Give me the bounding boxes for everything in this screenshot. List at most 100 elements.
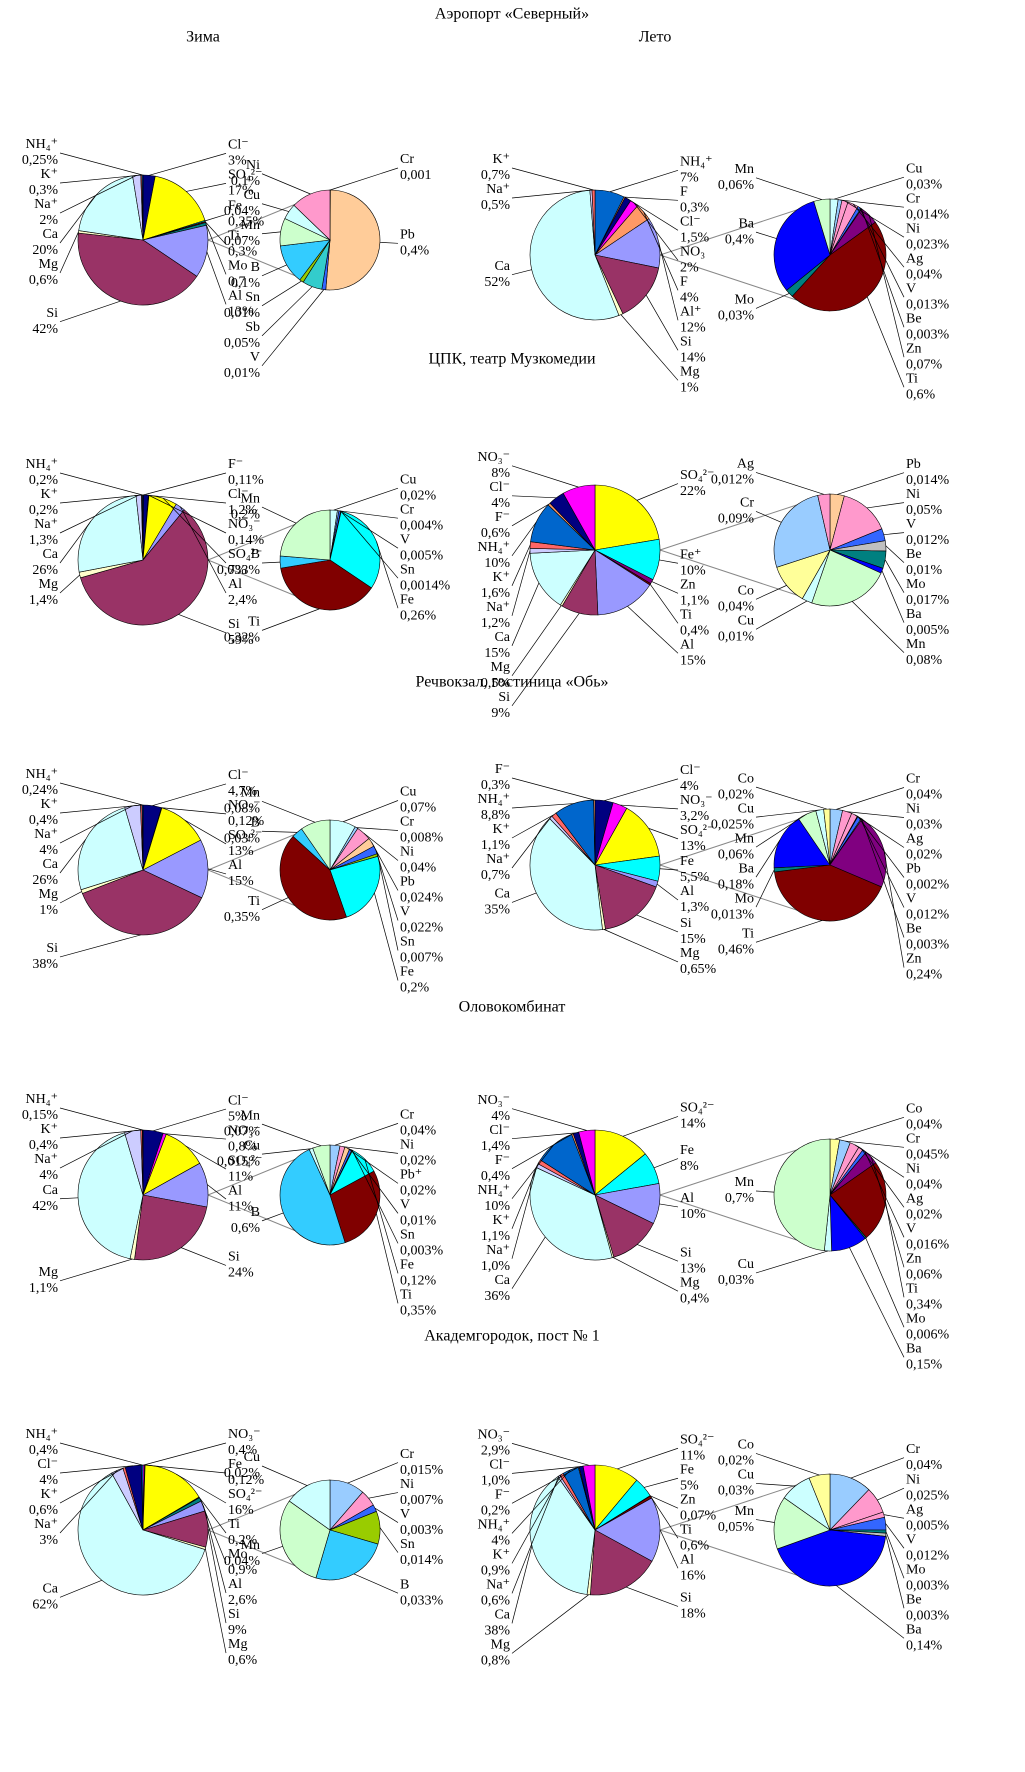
slice-value: 10% bbox=[680, 563, 706, 578]
slice-name: Mn bbox=[241, 1538, 260, 1553]
leader-line bbox=[378, 855, 398, 950]
slice-name: K⁺ bbox=[493, 152, 511, 167]
slice-value: 0,012% bbox=[711, 473, 755, 488]
leader-line bbox=[836, 788, 904, 810]
slice-value: 0,01% bbox=[400, 1214, 437, 1229]
leader-line bbox=[836, 1586, 904, 1639]
slice-name: Cu bbox=[244, 1450, 260, 1465]
slice-value: 15% bbox=[484, 646, 510, 661]
slice-value: 0,8% bbox=[481, 1654, 511, 1669]
leader-line bbox=[512, 551, 530, 616]
leader-line bbox=[837, 473, 904, 495]
slice-value: 0,001 bbox=[400, 168, 432, 183]
leader-line bbox=[756, 601, 807, 629]
slice-value: 14% bbox=[680, 351, 706, 366]
slice-name: Al bbox=[228, 577, 242, 592]
slice-value: 0,2% bbox=[481, 1504, 511, 1519]
leader-line bbox=[207, 252, 226, 305]
slice-value: 0,04% bbox=[906, 1458, 943, 1473]
slice-value: 0,003% bbox=[906, 327, 950, 342]
slice-value: 0,012% bbox=[906, 908, 950, 923]
leader-line bbox=[834, 177, 904, 199]
slice-name: F⁻ bbox=[495, 510, 510, 525]
slice-name: Cu bbox=[244, 188, 260, 203]
slice-value: 0,6% bbox=[231, 1221, 261, 1236]
slice-value: 0,025% bbox=[711, 817, 755, 832]
slice-name: Ba bbox=[738, 861, 754, 876]
leader-line bbox=[357, 828, 398, 831]
slice-name: Sn bbox=[400, 1537, 415, 1552]
slice-name: Cr bbox=[400, 502, 414, 517]
slice-value: 1,3% bbox=[680, 900, 710, 915]
slice-value: 0,1% bbox=[231, 174, 261, 189]
slice-value: 0,1% bbox=[231, 276, 261, 291]
slice-value: 0,012% bbox=[906, 1548, 950, 1563]
slice-name: Cl⁻ bbox=[680, 215, 701, 230]
slice-value: 1,3% bbox=[29, 533, 59, 548]
slice-name: Mo bbox=[228, 259, 247, 274]
leader-line bbox=[660, 869, 678, 870]
slice-value: 0,04% bbox=[906, 1178, 943, 1193]
slice-name: V bbox=[906, 1222, 916, 1237]
slice-name: Na⁺ bbox=[34, 517, 58, 532]
slice-name: Cr bbox=[400, 815, 414, 830]
slice-value: 1% bbox=[39, 903, 58, 918]
leader-line bbox=[756, 585, 787, 599]
slice-value: 1,5% bbox=[680, 231, 710, 246]
slice-name: F⁻ bbox=[495, 1488, 510, 1503]
slice-value: 0,008% bbox=[400, 831, 444, 846]
slice-value: 0,06% bbox=[906, 1268, 943, 1283]
slice-name: Cu bbox=[738, 801, 754, 816]
slice-value: 0,005% bbox=[400, 548, 444, 563]
slice-name: Fe bbox=[400, 965, 414, 980]
leader-line bbox=[756, 1483, 795, 1486]
slice-name: F bbox=[680, 275, 688, 290]
slice-value: 0,04% bbox=[906, 788, 943, 803]
slice-name: NH₄⁺ bbox=[478, 540, 511, 555]
leader-line bbox=[262, 1466, 307, 1486]
leader-line bbox=[374, 893, 398, 980]
slice-value: 26% bbox=[32, 873, 58, 888]
leader-line bbox=[884, 850, 904, 968]
leader-line bbox=[60, 935, 141, 957]
slice-value: 0,03% bbox=[906, 818, 943, 833]
slice-value: 0,3% bbox=[680, 201, 710, 216]
slice-name: Ba bbox=[738, 216, 754, 231]
slice-name: B bbox=[251, 815, 260, 830]
leader-line bbox=[756, 787, 827, 809]
leader-line bbox=[867, 297, 904, 387]
slice-value: 0,02% bbox=[400, 1154, 437, 1169]
leader-line bbox=[885, 560, 904, 593]
leader-line bbox=[512, 1595, 589, 1654]
slice-value: 0,01% bbox=[718, 629, 755, 644]
slice-value: 2,6% bbox=[228, 1593, 258, 1608]
slice-name: Cl⁻ bbox=[680, 763, 701, 778]
slice-name: Ti bbox=[400, 1288, 412, 1303]
slice-value: 15% bbox=[228, 874, 254, 889]
slice-value: 0,4% bbox=[29, 1138, 59, 1153]
slice-value: 16% bbox=[228, 1503, 254, 1518]
leader-line bbox=[262, 174, 310, 194]
leader-line bbox=[512, 606, 561, 676]
slice-value: 0,09% bbox=[718, 512, 755, 527]
slice-name: Cu bbox=[738, 1257, 754, 1272]
slice-name: SO₄²⁻ bbox=[680, 823, 714, 838]
slice-value: 0,06% bbox=[718, 178, 755, 193]
slice-name: Fe bbox=[400, 592, 414, 607]
slice-value: 0,02% bbox=[718, 787, 755, 802]
slice-value: 1% bbox=[680, 381, 699, 396]
slice-name: V bbox=[906, 517, 916, 532]
slice-value: 0,04% bbox=[224, 1554, 261, 1569]
slice-name: Mo bbox=[735, 293, 754, 308]
slice-name: Mn bbox=[735, 1175, 754, 1190]
slice-name: Zn bbox=[680, 1492, 696, 1507]
leader-line bbox=[335, 1123, 398, 1145]
slice-name: Ni bbox=[246, 158, 260, 173]
leader-line bbox=[512, 778, 594, 800]
slice-value: 0,2% bbox=[29, 503, 59, 518]
slice-value: 18% bbox=[680, 1607, 706, 1622]
slice-value: 0,6% bbox=[680, 1538, 710, 1553]
leader-line bbox=[380, 1528, 398, 1553]
